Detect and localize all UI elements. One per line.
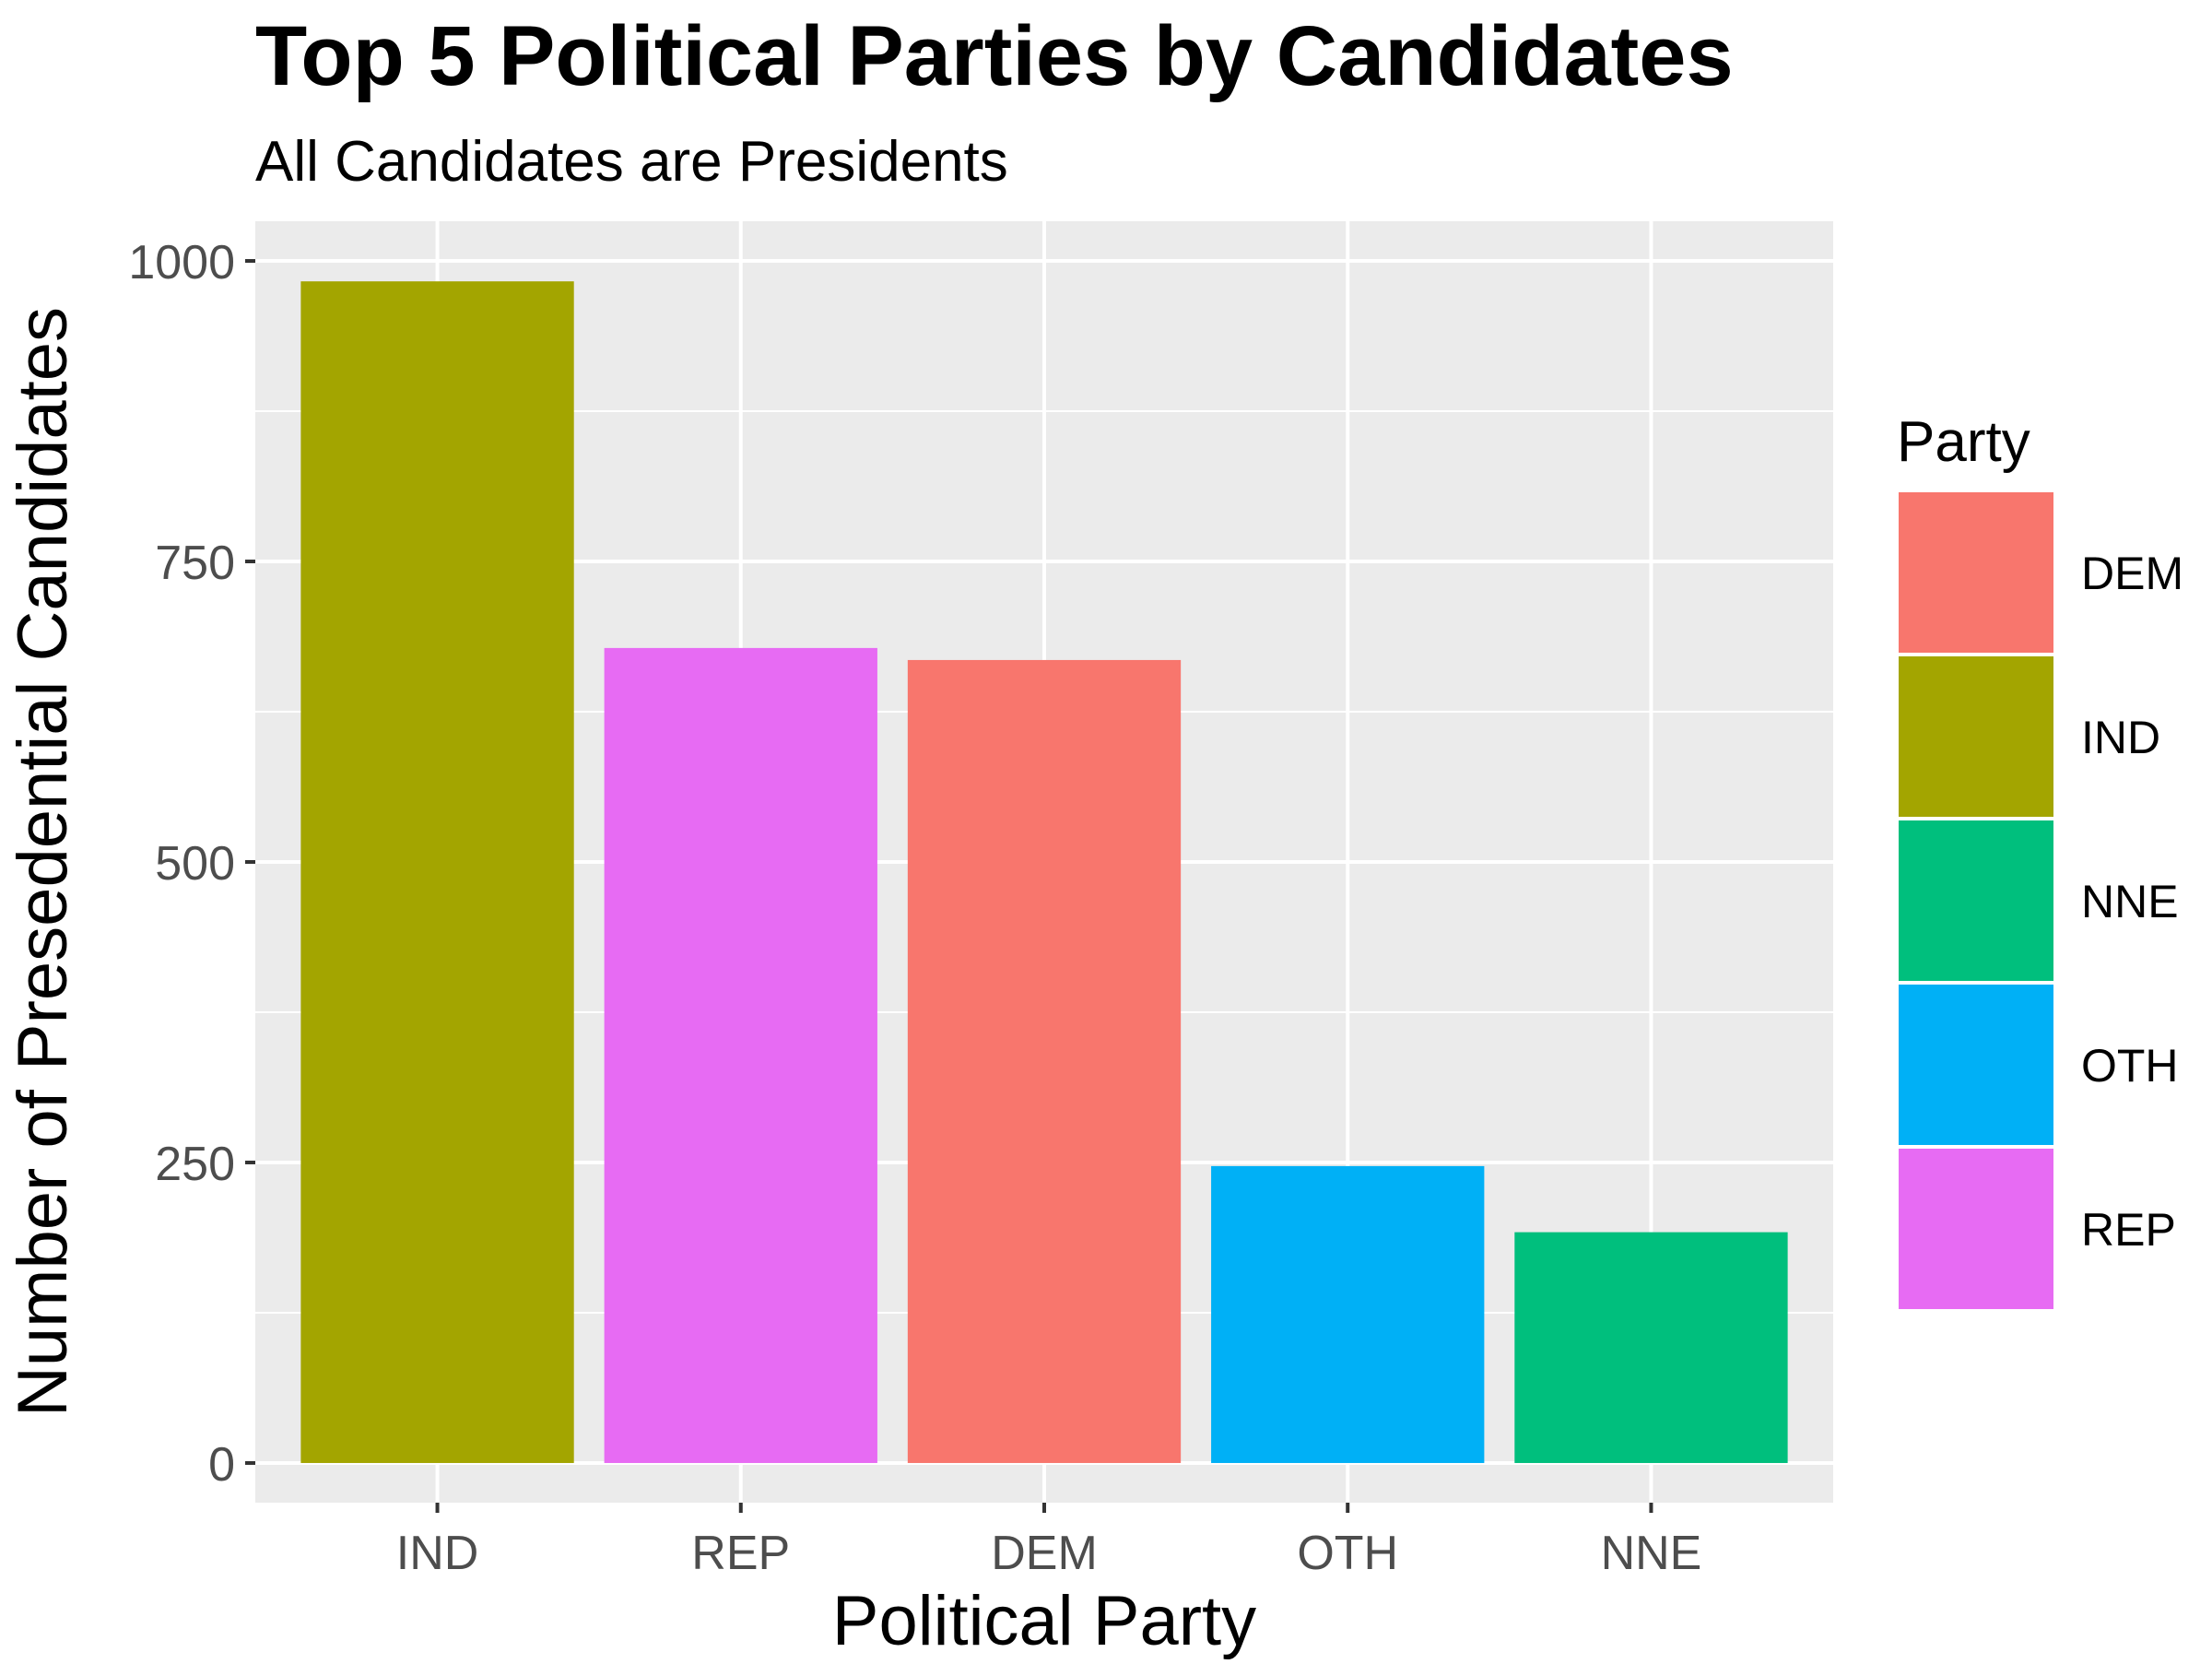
chart-title: Top 5 Political Parties by Candidates <box>255 9 1734 103</box>
bar-nne <box>1514 1232 1788 1463</box>
bar-oth <box>1211 1165 1485 1463</box>
legend-label: REP <box>2081 1204 2176 1256</box>
y-tick-label: 500 <box>155 837 235 891</box>
y-axis-title: Number of Presedential Candidates <box>4 307 82 1417</box>
legend-items: DEM IND NNE OTH REP <box>1895 489 2183 1313</box>
legend-key-oth <box>1895 981 2057 1149</box>
x-tick-label: DEM <box>991 1527 1098 1580</box>
y-tick-label: 250 <box>155 1138 235 1191</box>
x-tick-label: NNE <box>1601 1527 1702 1580</box>
y-axis: 0 250 500 750 1000 <box>128 236 255 1492</box>
legend-key-rep <box>1895 1145 2057 1313</box>
y-tick-label: 750 <box>155 537 235 590</box>
bar-rep <box>604 647 877 1463</box>
legend-label: DEM <box>2081 548 2183 599</box>
legend-key-nne <box>1895 817 2057 985</box>
legend-label: NNE <box>2081 876 2179 927</box>
x-axis: IND REP DEM OTH NNE <box>396 1503 1702 1580</box>
legend-label: OTH <box>2081 1040 2179 1092</box>
chart-subtitle: All Candidates are Presidents <box>255 130 1008 194</box>
x-tick-label: IND <box>396 1527 479 1580</box>
y-tick-label: 1000 <box>128 236 235 289</box>
bar-dem <box>907 659 1182 1463</box>
y-tick-label: 0 <box>208 1438 235 1492</box>
bars <box>300 281 1788 1463</box>
x-axis-title: Political Party <box>832 1582 1256 1659</box>
x-tick-label: OTH <box>1297 1527 1398 1580</box>
legend: Party DEM IND NNE OTH REP <box>1895 410 2183 1313</box>
legend-title: Party <box>1897 410 2030 474</box>
x-tick-label: REP <box>691 1527 790 1580</box>
legend-label: IND <box>2081 712 2160 763</box>
legend-key-ind <box>1895 653 2057 820</box>
bar-ind <box>300 281 574 1463</box>
legend-key-dem <box>1895 489 2057 656</box>
